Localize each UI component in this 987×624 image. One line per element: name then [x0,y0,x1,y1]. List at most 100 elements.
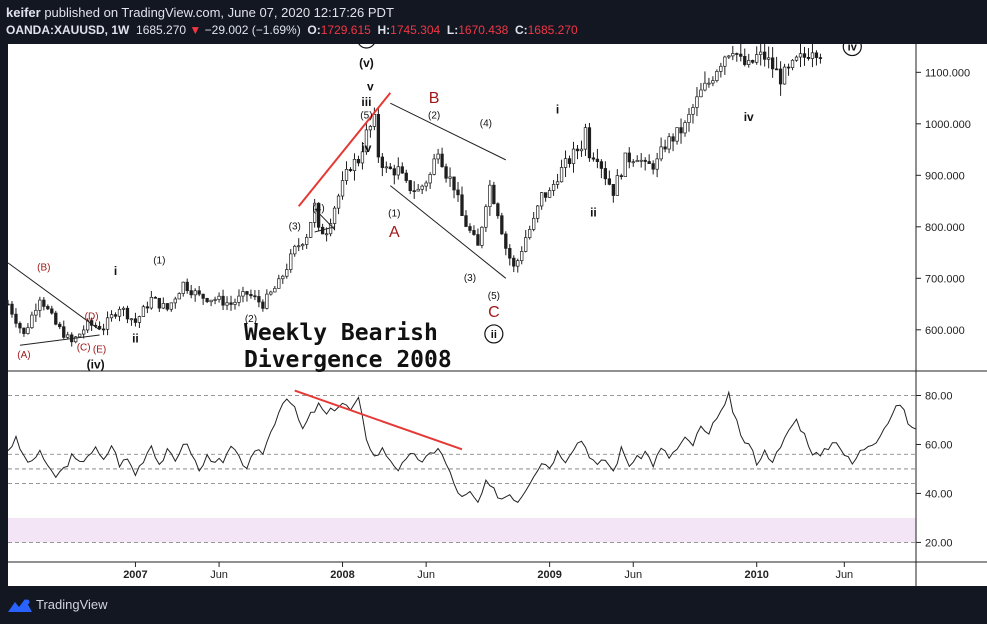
candle[interactable] [543,192,548,198]
candle[interactable] [109,314,114,319]
candle[interactable] [719,65,723,72]
candle[interactable] [78,333,82,338]
rsi-line[interactable] [7,390,917,504]
wave-channel-line[interactable] [390,102,507,161]
candle[interactable] [663,146,667,150]
candle[interactable] [782,66,787,85]
wave-channel-line[interactable] [7,262,100,331]
candle[interactable] [22,327,26,334]
candle[interactable] [344,169,349,181]
rsi-trend-line[interactable] [294,389,463,451]
candle[interactable] [651,163,655,170]
candle[interactable] [699,89,703,98]
candle[interactable] [193,290,197,296]
candle[interactable] [348,169,353,172]
candle[interactable] [189,290,193,296]
candle[interactable] [133,318,138,323]
time-axis[interactable]: 2007 Jun 2008 Jun 2009 Jun 2010 Jun [123,562,853,581]
candle[interactable] [58,323,62,328]
candle[interactable] [818,57,823,59]
candle[interactable] [559,167,564,183]
candle[interactable] [759,51,763,55]
candle[interactable] [444,166,448,179]
candle[interactable] [297,245,301,248]
candle[interactable] [691,107,695,115]
wave-channel-line[interactable] [19,334,100,346]
wave-channel-line[interactable] [314,208,335,230]
candle[interactable] [54,312,58,325]
candle[interactable] [289,253,293,270]
candle[interactable] [404,172,408,181]
candle[interactable] [46,306,50,310]
candle[interactable] [161,303,165,309]
candle[interactable] [814,52,819,58]
candle[interactable] [293,245,297,255]
candle[interactable] [392,168,396,176]
candle[interactable] [352,159,357,172]
candle[interactable] [452,176,456,191]
candle[interactable] [185,281,189,291]
candle[interactable] [743,56,747,65]
candle[interactable] [408,180,412,192]
candle[interactable] [460,194,464,217]
candle[interactable] [149,296,154,309]
candle[interactable] [145,306,150,309]
candle[interactable] [173,298,177,304]
candle[interactable] [623,152,627,178]
candle[interactable] [257,296,261,303]
candle[interactable] [731,53,735,57]
candle[interactable] [229,302,233,305]
candle[interactable] [504,233,508,249]
chart-area[interactable]: 1100.000 1000.000 900.000 800.000 700.000 600… [0,44,987,586]
candle[interactable] [356,159,361,164]
candle[interactable] [332,207,337,224]
candle[interactable] [667,136,671,150]
candle[interactable] [372,114,377,127]
candle[interactable] [181,281,185,294]
candle[interactable] [412,190,416,193]
author-name[interactable]: keifer [6,5,41,20]
candle[interactable] [66,334,70,338]
candle[interactable] [496,203,500,217]
wave-channel-line[interactable] [390,185,507,279]
candle[interactable] [324,233,329,236]
candle[interactable] [472,230,476,235]
candle[interactable] [715,71,719,81]
candle[interactable] [105,317,110,330]
candle[interactable] [316,202,321,228]
candle[interactable] [790,59,795,69]
candle[interactable] [528,229,532,238]
candle[interactable] [165,303,169,310]
candle[interactable] [599,161,604,169]
candle[interactable] [336,195,341,209]
candle[interactable] [205,298,209,303]
candle[interactable] [305,237,309,245]
candle[interactable] [245,291,249,295]
candle[interactable] [647,161,651,164]
candle[interactable] [595,158,600,162]
candle[interactable] [125,307,130,320]
candle[interactable] [201,293,205,299]
candle[interactable] [512,257,516,267]
candle[interactable] [221,295,225,306]
candle[interactable] [555,181,560,185]
candle[interactable] [241,291,245,297]
candle[interactable] [380,156,385,168]
candle[interactable] [798,53,803,58]
candle[interactable] [683,122,687,134]
candle[interactable] [579,148,584,152]
candle[interactable] [233,301,237,305]
candle[interactable] [249,293,253,297]
candle[interactable] [643,159,647,162]
candle[interactable] [18,323,22,329]
candle[interactable] [755,54,759,63]
candle[interactable] [659,146,663,160]
candle[interactable] [121,307,126,310]
candle[interactable] [237,295,241,303]
candle[interactable] [42,299,46,307]
candle[interactable] [635,160,639,163]
candle[interactable] [520,251,524,262]
candle[interactable] [631,161,635,164]
candle[interactable] [26,327,30,334]
candle[interactable] [197,290,201,295]
